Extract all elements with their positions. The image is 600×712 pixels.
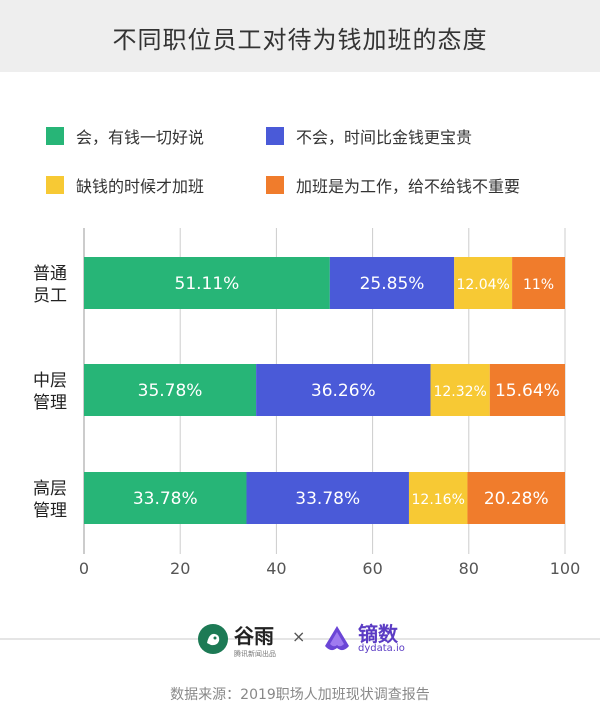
bar-value-label: 33.78% [295, 489, 360, 509]
bar-value-label: 25.85% [360, 274, 425, 294]
brand-dydata: 镝数 dydata.io [322, 622, 405, 656]
legend-item-2: 不会，时间比金钱更宝贵 [266, 124, 472, 148]
title-bar [0, 0, 600, 72]
bar-value-label: 15.64% [495, 381, 560, 401]
dydata-url: dydata.io [358, 642, 405, 654]
guyu-subtitle: 腾讯新闻出品 [234, 649, 276, 658]
bar-segment [84, 364, 257, 416]
brand-guyu: 谷雨 腾讯新闻出品 [198, 622, 276, 658]
legend-swatch [266, 176, 284, 194]
legend-item-3: 缺钱的时候才加班 [46, 173, 204, 197]
bar-value-label: 12.32% [433, 384, 486, 400]
chart-title: 不同职位员工对待为钱加班的态度 [112, 26, 488, 54]
bar-segment [467, 472, 565, 524]
category-label: 中层 [33, 371, 67, 391]
bar-value-label: 51.11% [175, 274, 240, 294]
legend-swatch [46, 176, 64, 194]
x-tick-label: 80 [459, 559, 479, 578]
guyu-logo-icon [198, 624, 228, 654]
legend-item-4: 加班是为工作，给不给钱不重要 [266, 173, 520, 197]
bar-value-label: 33.78% [133, 489, 198, 509]
times-sign: × [292, 627, 306, 646]
legend-label: 加班是为工作，给不给钱不重要 [296, 177, 521, 196]
bar-segment [454, 257, 513, 309]
dydata-logo-icon [325, 626, 349, 651]
category-label: 普通 [33, 264, 67, 284]
x-tick-label: 40 [266, 559, 286, 578]
bar-segment [246, 472, 409, 524]
x-tick-label: 20 [170, 559, 190, 578]
legend-label: 不会，时间比金钱更宝贵 [296, 128, 473, 147]
legend-swatch [46, 127, 64, 145]
category-label: 高层 [33, 479, 67, 499]
x-tick-label: 100 [550, 559, 581, 578]
bar-segment [408, 472, 468, 524]
legend-swatch [266, 127, 284, 145]
footer-divider [0, 638, 600, 640]
bar-segment [489, 364, 565, 416]
legend-item-1: 会，有钱一切好说 [46, 124, 204, 148]
category-label: 管理 [33, 501, 67, 521]
legend-label: 缺钱的时候才加班 [76, 177, 205, 196]
bar-segment [84, 257, 330, 309]
bar-segment [512, 257, 565, 309]
category-label: 管理 [33, 393, 67, 413]
bar-value-label: 11% [523, 277, 554, 293]
data-source: 数据来源：2019职场人加班现状调查报告 [170, 687, 430, 703]
bar-segment [329, 257, 455, 309]
bar-segment [84, 472, 247, 524]
x-tick-label: 0 [79, 559, 89, 578]
bar-value-label: 12.04% [456, 277, 509, 293]
bar-segment [256, 364, 431, 416]
category-label: 员工 [33, 286, 67, 306]
dydata-name: 镝数 [358, 621, 398, 646]
bar-value-label: 36.26% [311, 381, 376, 401]
bar-segment [430, 364, 490, 416]
legend-label: 会，有钱一切好说 [76, 128, 205, 147]
x-tick-label: 60 [362, 559, 382, 578]
bar-value-label: 12.16% [412, 492, 465, 508]
bar-value-label: 20.28% [484, 489, 549, 509]
bar-value-label: 35.78% [138, 381, 203, 401]
guyu-name: 谷雨 [234, 623, 274, 648]
